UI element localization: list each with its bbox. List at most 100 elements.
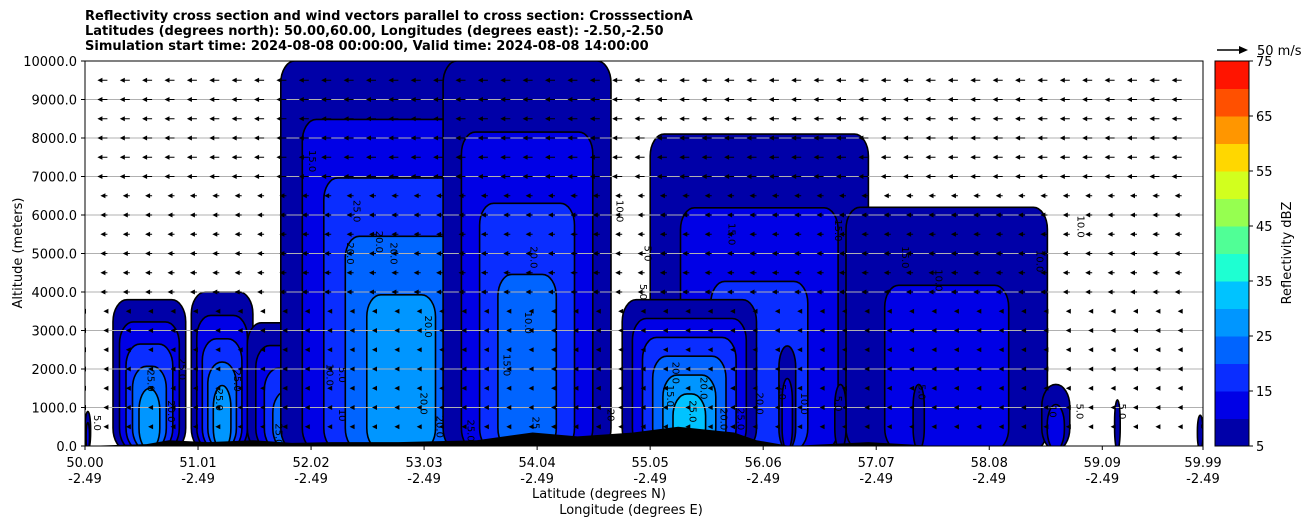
wind-vector-arrow bbox=[903, 135, 909, 141]
wind-vector-arrow bbox=[1062, 231, 1068, 237]
y-tick-label: 8000.0 bbox=[32, 132, 78, 147]
wind-vector-arrow bbox=[237, 308, 243, 314]
wind-vector-arrow bbox=[931, 385, 937, 391]
wind-vector-arrow bbox=[477, 135, 483, 141]
wind-vector-arrow bbox=[276, 154, 282, 160]
terrain-silhouette bbox=[85, 426, 1203, 446]
wind-vector-arrow bbox=[349, 424, 355, 430]
wind-vector-arrow bbox=[321, 135, 327, 141]
wind-vector-arrow bbox=[707, 424, 713, 430]
wind-vector-arrow bbox=[771, 251, 777, 256]
wind-vector-arrow bbox=[992, 77, 998, 83]
wind-vector-arrow bbox=[1085, 193, 1091, 199]
wind-vector-arrow bbox=[1155, 308, 1161, 314]
wind-vector-arrow bbox=[791, 116, 797, 122]
wind-vector-arrow bbox=[682, 231, 688, 237]
vector-key: 50 m/s bbox=[1217, 44, 1302, 59]
wind-vector-arrow bbox=[525, 270, 531, 276]
contour-label: 25.0 bbox=[465, 419, 476, 441]
wind-vector-arrow bbox=[433, 77, 439, 83]
wind-vector-arrow bbox=[906, 270, 912, 276]
wind-vector-arrow bbox=[483, 405, 489, 410]
wind-vector-arrow bbox=[119, 154, 125, 160]
wind-vector-arrow bbox=[880, 154, 886, 160]
wind-vector-arrow bbox=[119, 97, 125, 102]
wind-vector-arrow bbox=[886, 424, 892, 430]
wind-vector-arrow bbox=[797, 328, 803, 333]
wind-vector-arrow bbox=[995, 270, 1001, 276]
wind-vector-arrow bbox=[189, 289, 195, 295]
y-tick-label: 4000.0 bbox=[32, 286, 78, 301]
wind-vector-arrow bbox=[1133, 366, 1138, 372]
wind-vector-arrow bbox=[100, 193, 106, 199]
wind-vector-arrow bbox=[1059, 174, 1065, 179]
wind-vector-arrow bbox=[1171, 97, 1177, 102]
wind-vector-arrow bbox=[682, 251, 688, 256]
wind-vector-arrow bbox=[704, 193, 710, 199]
wind-vector-arrow bbox=[950, 270, 956, 276]
wind-vector-arrow bbox=[122, 231, 128, 237]
wind-vector-arrow bbox=[909, 308, 915, 314]
contour-label: 10 bbox=[336, 409, 347, 422]
wind-vector-arrow bbox=[551, 424, 556, 430]
wind-vector-arrow bbox=[366, 135, 371, 141]
wind-vector-arrow bbox=[231, 116, 237, 122]
wind-vector-arrow bbox=[1021, 385, 1027, 391]
wind-vector-arrow bbox=[707, 347, 713, 353]
colorbar-segment bbox=[1215, 281, 1249, 309]
wind-vector-arrow bbox=[1040, 251, 1046, 256]
wind-vector-arrow bbox=[903, 154, 909, 160]
wind-vector-arrow bbox=[634, 116, 640, 122]
wind-vector-arrow bbox=[503, 193, 509, 199]
wind-vector-arrow bbox=[170, 405, 176, 410]
wind-vector-arrow bbox=[142, 135, 148, 141]
wind-vector-arrow bbox=[209, 174, 215, 179]
wind-vector-arrow bbox=[186, 174, 192, 179]
wind-vector-arrow bbox=[145, 289, 151, 295]
wind-vector-arrow bbox=[282, 405, 288, 410]
wind-vector-arrow bbox=[125, 328, 131, 333]
wind-vector-arrow bbox=[842, 328, 847, 333]
wind-vector-arrow bbox=[925, 116, 931, 122]
wind-vector-arrow bbox=[570, 212, 576, 218]
wind-vector-arrow bbox=[413, 231, 419, 237]
wind-vector-arrow bbox=[192, 405, 198, 410]
colorbar-segment bbox=[1215, 363, 1249, 392]
wind-vector-arrow bbox=[819, 385, 825, 391]
wind-vector-arrow bbox=[349, 405, 355, 410]
wind-vector-arrow bbox=[122, 289, 128, 295]
wind-vector-arrow bbox=[416, 347, 422, 353]
wind-vector-arrow bbox=[612, 135, 618, 141]
wind-vector-arrow bbox=[995, 231, 1001, 237]
wind-vector-arrow bbox=[1037, 97, 1043, 102]
wind-vector-arrow bbox=[1062, 193, 1068, 199]
wind-vector-arrow bbox=[637, 231, 643, 237]
wind-vector-arrow bbox=[595, 424, 601, 430]
wind-vector-arrow bbox=[167, 289, 173, 295]
wind-vector-arrow bbox=[589, 154, 595, 160]
wind-vector-arrow bbox=[189, 270, 195, 276]
reflectivity-contour-1-25 bbox=[138, 387, 161, 446]
colorbar-segment bbox=[1215, 61, 1249, 89]
wind-vector-arrow bbox=[595, 347, 601, 353]
wind-vector-arrow bbox=[1130, 231, 1135, 237]
wind-vector-arrow bbox=[727, 289, 733, 295]
wind-vector-arrow bbox=[410, 77, 416, 83]
wind-vector-arrow bbox=[701, 154, 707, 160]
wind-vector-arrow bbox=[282, 328, 288, 333]
wind-vector-arrow bbox=[1133, 385, 1138, 391]
wind-vector-arrow bbox=[369, 212, 374, 218]
wind-vector-arrow bbox=[189, 193, 195, 199]
wind-vector-arrow bbox=[567, 174, 573, 179]
wind-vector-arrow bbox=[1110, 385, 1116, 391]
wind-vector-arrow bbox=[612, 77, 618, 83]
wind-vector-arrow bbox=[1015, 135, 1021, 141]
colorbar-segment bbox=[1215, 391, 1249, 419]
wind-vector-arrow bbox=[103, 385, 109, 391]
wind-vector-arrow bbox=[634, 135, 640, 141]
wind-vector-arrow bbox=[416, 405, 422, 410]
wind-vector-arrow bbox=[1130, 289, 1135, 295]
wind-vector-arrow bbox=[685, 308, 691, 314]
wind-vector-arrow bbox=[186, 77, 192, 83]
colorbar-segment bbox=[1215, 116, 1249, 144]
